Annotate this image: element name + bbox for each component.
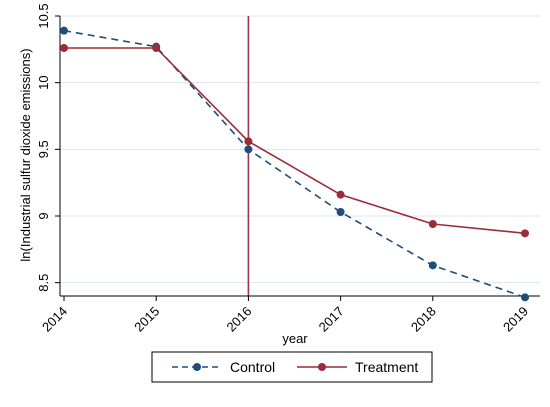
control-data-point bbox=[60, 26, 68, 35]
treatment-data-point bbox=[152, 44, 161, 52]
axes bbox=[59, 16, 540, 297]
control-data-point bbox=[428, 261, 437, 270]
y-tick-label: 9 bbox=[36, 212, 51, 219]
legend-treatment-label: Treatment bbox=[355, 359, 418, 375]
treatment-data-point bbox=[336, 190, 345, 199]
control-data-point bbox=[336, 208, 345, 216]
control-series-line bbox=[63, 29, 526, 299]
y-tick-label: 10 bbox=[36, 75, 51, 89]
treatment-data-point bbox=[60, 44, 68, 52]
y-ticks: 8.5 9 9.5 10 10.5 bbox=[36, 3, 60, 292]
y-tick-label: 8.5 bbox=[36, 274, 51, 292]
y-tick-label: 9.5 bbox=[36, 140, 51, 158]
grid-lines bbox=[60, 15, 540, 284]
legend-control-marker bbox=[193, 363, 201, 371]
treatment-data-point bbox=[428, 220, 437, 228]
treatment-series-line bbox=[64, 47, 526, 235]
control-data-point bbox=[244, 145, 253, 154]
y-tick-label: 10.5 bbox=[36, 3, 51, 28]
treatment-data-point bbox=[244, 137, 253, 146]
y-axis-label: ln(Industrial sulfur dioxide emissions) bbox=[18, 48, 33, 261]
legend: Control Treatment bbox=[151, 351, 433, 383]
legend-treatment-marker bbox=[318, 363, 326, 371]
control-data-point bbox=[521, 293, 529, 302]
series-group bbox=[60, 26, 529, 302]
x-axis-label: year bbox=[282, 331, 308, 346]
treatment-data-point bbox=[521, 229, 529, 238]
legend-control-label: Control bbox=[230, 359, 275, 375]
